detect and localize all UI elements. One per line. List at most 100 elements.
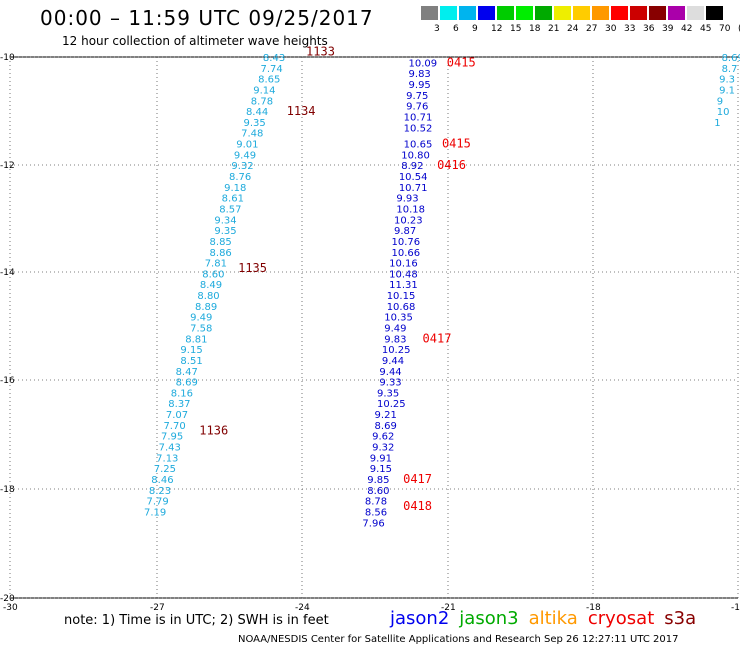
swh-value: 8.86 [210, 248, 232, 259]
time-marker: 1135 [238, 261, 267, 275]
lon-tick-label: -27 [150, 603, 165, 613]
legend-label: 45 [700, 24, 712, 34]
swh-value: 10.68 [387, 302, 416, 313]
swh-value: 10.76 [392, 237, 421, 248]
legend-label: 21 [548, 24, 560, 34]
swh-value: 10.80 [401, 150, 430, 161]
swh-value: 10.52 [404, 123, 433, 134]
lat-tick-label: -10 [0, 53, 15, 63]
swh-value: 8.51 [180, 356, 202, 367]
swh-value: 9.35 [244, 118, 266, 129]
swh-value: 8.69 [722, 53, 740, 64]
swh-value: 8.92 [401, 161, 423, 172]
legend-swatch [516, 6, 533, 20]
swh-value: 8.49 [200, 280, 222, 291]
swh-value: 10.23 [394, 215, 423, 226]
swh-value: 10.16 [389, 259, 418, 270]
lon-tick-label: -18 [586, 603, 601, 613]
swh-value: 9.18 [224, 183, 246, 194]
swh-value: 10.25 [382, 345, 411, 356]
lat-tick-label: -16 [0, 376, 15, 386]
legend-swatch [554, 6, 571, 20]
swh-value: 8.61 [222, 194, 244, 205]
swh-value: 9.91 [370, 453, 392, 464]
lon-tick-label: -24 [295, 603, 310, 613]
legend-swatch [687, 6, 704, 20]
swh-value: 9.83 [384, 334, 406, 345]
swh-value: 8.85 [210, 237, 232, 248]
swh-value: 9.93 [396, 194, 418, 205]
time-marker: 0415 [447, 55, 476, 69]
swh-value: 8.69 [375, 421, 397, 432]
lon-tick-label: -15 [731, 603, 740, 613]
swh-value: 9.35 [214, 226, 236, 237]
swh-value: 7.79 [146, 497, 168, 508]
swh-value: 9.21 [375, 410, 397, 421]
swh-value: 1 [714, 118, 720, 129]
swh-value: 7.48 [241, 129, 263, 140]
satellite-legend: jason2 jason3 altika cryosat s3a [390, 608, 706, 629]
swh-value: 9.35 [377, 388, 399, 399]
swh-value: 9.95 [409, 80, 431, 91]
time-marker: 1133 [306, 45, 335, 59]
legend-label: 15 [510, 24, 522, 34]
time-marker: 1136 [199, 423, 228, 437]
satellite-label-jason2: jason2 [390, 608, 450, 629]
swh-value: 10.15 [387, 291, 416, 302]
footer-credit: NOAA/NESDIS Center for Satellite Applica… [238, 634, 679, 645]
swh-value: 8.78 [365, 497, 387, 508]
swh-value: 8.81 [185, 334, 207, 345]
lat-tick-label: -14 [0, 268, 15, 278]
swh-value: 8.80 [197, 291, 219, 302]
lat-tick-label: -20 [0, 594, 15, 604]
swh-value: 8.44 [246, 107, 268, 118]
swh-value: 10 [717, 107, 730, 118]
legend-label: 36 [643, 24, 655, 34]
swh-value: 9.01 [236, 140, 258, 151]
swh-value: 9.49 [234, 150, 256, 161]
legend-swatch [421, 6, 438, 20]
legend-label: 9 [472, 24, 478, 34]
legend-label: 24 [567, 24, 579, 34]
swh-value: 10.65 [404, 140, 433, 151]
swh-value: 10.18 [396, 204, 425, 215]
time-marker: 0416 [437, 158, 466, 172]
swh-value: 7.19 [144, 507, 166, 518]
satellite-label-cryosat: cryosat [587, 608, 655, 629]
swh-value: 9.15 [370, 464, 392, 475]
time-marker: 1134 [287, 104, 316, 118]
swh-value: 9.49 [190, 313, 212, 324]
swh-value: 10.35 [384, 313, 413, 324]
swh-value: 7.58 [190, 324, 212, 335]
swh-value: 9.34 [214, 215, 236, 226]
legend-swatch [611, 6, 628, 20]
swh-value: 7.07 [166, 410, 188, 421]
time-marker: 0418 [403, 499, 432, 513]
swh-value: 7.95 [161, 432, 183, 443]
legend-label: 27 [586, 24, 598, 34]
legend-swatch [649, 6, 666, 20]
swh-value: 9 [717, 96, 723, 107]
swh-value: 10.71 [399, 183, 428, 194]
legend-swatch [478, 6, 495, 20]
swh-value: 9.15 [180, 345, 202, 356]
satellite-label-s3a: s3a [664, 608, 697, 629]
swh-value: 9.14 [253, 85, 275, 96]
swh-value: 9.44 [379, 367, 401, 378]
swh-value: 10.48 [389, 269, 418, 280]
legend-swatch [535, 6, 552, 20]
swh-value: 9.85 [367, 475, 389, 486]
legend-swatch [630, 6, 647, 20]
swh-value: 8.7 [722, 64, 738, 75]
note-text: note: 1) Time is in UTC; 2) SWH is in fe… [64, 613, 329, 628]
swh-value: 8.69 [176, 378, 198, 389]
swh-value: 9.1 [719, 85, 735, 96]
swh-value: 7.43 [159, 443, 181, 454]
swh-value: 8.47 [176, 367, 198, 378]
swh-value: 8.46 [151, 475, 173, 486]
swh-value: 9.32 [231, 161, 253, 172]
legend-label: 12 [491, 24, 503, 34]
page-title: 00:00 – 11:59 UTC 09/25/2017 [40, 6, 374, 30]
swh-value: 7.74 [261, 64, 283, 75]
swh-value: 8.76 [229, 172, 251, 183]
